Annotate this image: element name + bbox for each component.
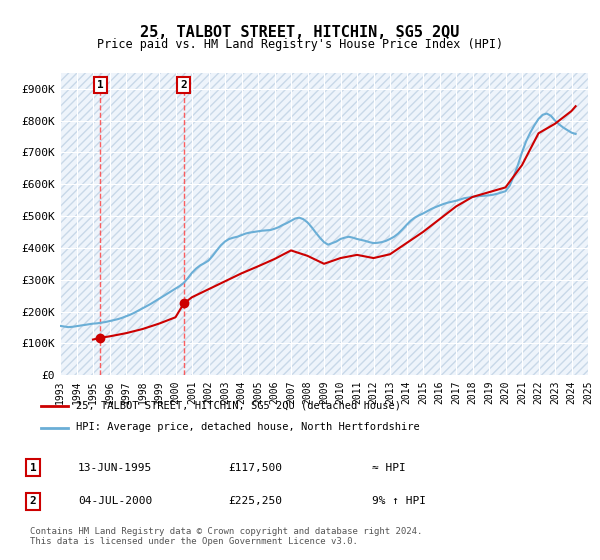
Bar xyxy=(60,73,588,375)
Text: 2: 2 xyxy=(181,80,187,90)
Text: £225,250: £225,250 xyxy=(228,496,282,506)
Text: £117,500: £117,500 xyxy=(228,463,282,473)
Text: 13-JUN-1995: 13-JUN-1995 xyxy=(78,463,152,473)
Text: Contains HM Land Registry data © Crown copyright and database right 2024.
This d: Contains HM Land Registry data © Crown c… xyxy=(30,526,422,546)
Text: 1: 1 xyxy=(29,463,37,473)
Text: Price paid vs. HM Land Registry's House Price Index (HPI): Price paid vs. HM Land Registry's House … xyxy=(97,38,503,51)
Text: 2: 2 xyxy=(29,496,37,506)
Text: HPI: Average price, detached house, North Hertfordshire: HPI: Average price, detached house, Nort… xyxy=(76,422,419,432)
Text: 25, TALBOT STREET, HITCHIN, SG5 2QU (detached house): 25, TALBOT STREET, HITCHIN, SG5 2QU (det… xyxy=(76,400,401,410)
Text: 1: 1 xyxy=(97,80,104,90)
Text: ≈ HPI: ≈ HPI xyxy=(372,463,406,473)
Text: 9% ↑ HPI: 9% ↑ HPI xyxy=(372,496,426,506)
Text: 25, TALBOT STREET, HITCHIN, SG5 2QU: 25, TALBOT STREET, HITCHIN, SG5 2QU xyxy=(140,25,460,40)
Text: 04-JUL-2000: 04-JUL-2000 xyxy=(78,496,152,506)
